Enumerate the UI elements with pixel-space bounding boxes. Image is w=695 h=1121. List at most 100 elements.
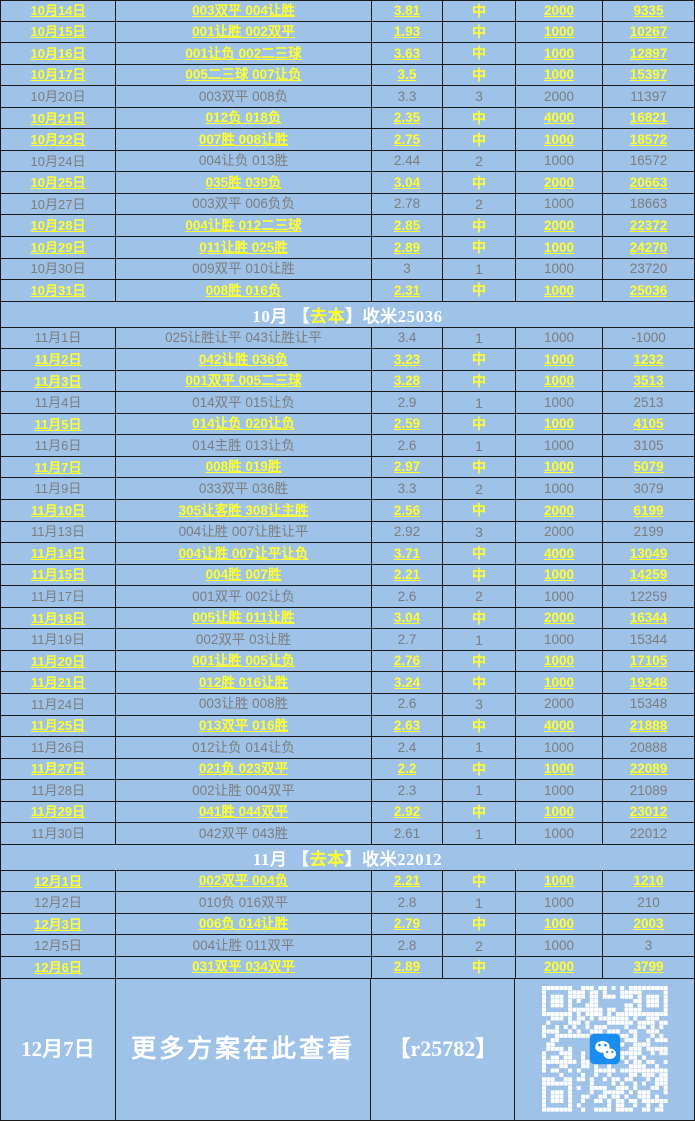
- cell-profit: 20663: [603, 172, 695, 193]
- cell-result: 2: [443, 193, 516, 215]
- summary-suffix: 】收米22012: [344, 849, 443, 869]
- cell-result: 1: [443, 892, 516, 913]
- cell-profit: 5079: [603, 456, 695, 478]
- cell-result: 中: [443, 215, 516, 237]
- cell-odds: 2.9: [372, 392, 443, 413]
- cell-profit: 3105: [603, 435, 695, 456]
- footer-promo-row: 12月7日 更多方案在此查看 【r25782】: [0, 978, 695, 1121]
- table-row: 12月3日 006负 014让胜 2.79 中 1000 2003: [0, 913, 695, 936]
- cell-odds: 3.3: [372, 86, 443, 107]
- cell-result: 中: [443, 349, 516, 370]
- table-row: 10月31日 008胜 016负 2.31 中 1000 25036: [0, 280, 695, 302]
- cell-profit: 12259: [603, 586, 695, 607]
- table-row: 10月17日 005二三球 007让负 3.5 中 1000 15397: [0, 64, 695, 87]
- cell-date: 11月18日: [0, 607, 116, 629]
- cell-pick: 001双平 002让负: [116, 586, 372, 607]
- cell-profit: 16344: [603, 607, 695, 629]
- cell-date: 12月5日: [0, 935, 116, 956]
- cell-pick: 004让胜 007让胜让平: [116, 521, 372, 543]
- cell-pick: 006负 014让胜: [116, 913, 372, 935]
- cell-result: 中: [443, 1, 516, 21]
- cell-stake: 2000: [516, 521, 603, 543]
- cell-date: 11月17日: [0, 586, 116, 607]
- cell-profit: 23012: [603, 801, 695, 823]
- cell-profit: 19348: [603, 672, 695, 693]
- cell-date: 10月17日: [0, 64, 116, 86]
- cell-stake: 1000: [516, 456, 603, 478]
- cell-stake: 2000: [516, 86, 603, 107]
- cell-date: 11月24日: [0, 693, 116, 715]
- cell-date: 12月1日: [0, 870, 116, 892]
- cell-date: 10月25日: [0, 172, 116, 193]
- cell-result: 中: [443, 456, 516, 478]
- cell-date: 11月27日: [0, 758, 116, 780]
- table-row: 10月20日 003双平 008负 3.3 3 2000 11397: [0, 86, 695, 108]
- cell-pick: 012让负 014让负: [116, 737, 372, 758]
- cell-odds: 3.24: [372, 672, 443, 693]
- cell-result: 中: [443, 43, 516, 64]
- cell-result: 1: [443, 629, 516, 650]
- summary-prefix: 10月 【: [252, 306, 311, 326]
- cell-stake: 1000: [516, 237, 603, 258]
- cell-odds: 2.75: [372, 129, 443, 150]
- cell-profit: 17105: [603, 650, 695, 672]
- cell-profit: 1210: [603, 870, 695, 892]
- cell-profit: 16821: [603, 107, 695, 129]
- cell-result: 1: [443, 258, 516, 280]
- cell-date: 10月22日: [0, 129, 116, 150]
- table-row: 10月22日 007胜 008让胜 2.75 中 1000 18572: [0, 129, 695, 151]
- cell-odds: 2.85: [372, 215, 443, 237]
- cell-result: 中: [443, 870, 516, 892]
- cell-stake: 4000: [516, 107, 603, 129]
- cell-date: 11月2日: [0, 349, 116, 370]
- cell-pick: 005二三球 007让负: [116, 64, 372, 86]
- cell-stake: 1000: [516, 913, 603, 935]
- cell-date: 11月5日: [0, 413, 116, 435]
- cell-pick: 002让胜 004双平: [116, 780, 372, 801]
- cell-odds: 3.5: [372, 64, 443, 86]
- cell-stake: 1000: [516, 870, 603, 892]
- cell-date: 11月4日: [0, 392, 116, 413]
- cell-odds: 2.89: [372, 956, 443, 978]
- cell-profit: 1232: [603, 349, 695, 370]
- cell-result: 中: [443, 280, 516, 301]
- table-row: 11月15日 004胜 007胜 2.21 中 1000 14259: [0, 564, 695, 587]
- cell-result: 中: [443, 956, 516, 978]
- cell-odds: 2.8: [372, 935, 443, 956]
- cell-odds: 2.89: [372, 237, 443, 258]
- table-row: 11月2日 042让胜 036负 3.23 中 1000 1232: [0, 349, 695, 371]
- table-row: 11月18日 005让胜 011让胜 3.04 中 2000 16344: [0, 607, 695, 630]
- cell-date: 10月30日: [0, 258, 116, 280]
- cell-pick: 004让胜 012二三球: [116, 215, 372, 237]
- table-row: 11月10日 305让客胜 308让主胜 2.56 中 2000 6199: [0, 500, 695, 522]
- cell-result: 中: [443, 543, 516, 564]
- cell-profit: 11397: [603, 86, 695, 107]
- cell-odds: 2.61: [372, 823, 443, 844]
- table-row: 11月21日 012胜 016让胜 3.24 中 1000 19348: [0, 672, 695, 694]
- cell-pick: 042双平 043胜: [116, 823, 372, 844]
- cell-pick: 001双平 005二三球: [116, 370, 372, 392]
- cell-date: 11月21日: [0, 672, 116, 693]
- cell-stake: 1000: [516, 478, 603, 500]
- cell-stake: 1000: [516, 435, 603, 456]
- wechat-qr-code-icon[interactable]: [515, 978, 695, 1120]
- cell-date: 11月26日: [0, 737, 116, 758]
- table-row: 10月16日 001让负 002二三球 3.63 中 1000 12897: [0, 43, 695, 65]
- cell-odds: 3.4: [372, 327, 443, 349]
- footer-more-plans-label[interactable]: 更多方案在此查看: [116, 978, 372, 1120]
- cell-pick: 012负 018负: [116, 107, 372, 129]
- cell-pick: 042让胜 036负: [116, 349, 372, 370]
- cell-result: 中: [443, 129, 516, 150]
- cell-result: 2: [443, 935, 516, 956]
- cell-profit: 15344: [603, 629, 695, 650]
- cell-pick: 003让胜 008胜: [116, 693, 372, 715]
- cell-pick: 004让胜 011双平: [116, 935, 372, 956]
- cell-profit: 6199: [603, 500, 695, 521]
- cell-profit: 9335: [603, 1, 695, 21]
- table-row: 11月24日 003让胜 008胜 2.6 3 2000 15348: [0, 693, 695, 716]
- cell-result: 中: [443, 715, 516, 737]
- cell-stake: 1000: [516, 564, 603, 586]
- cell-odds: 2.6: [372, 435, 443, 456]
- cell-date: 11月30日: [0, 823, 116, 844]
